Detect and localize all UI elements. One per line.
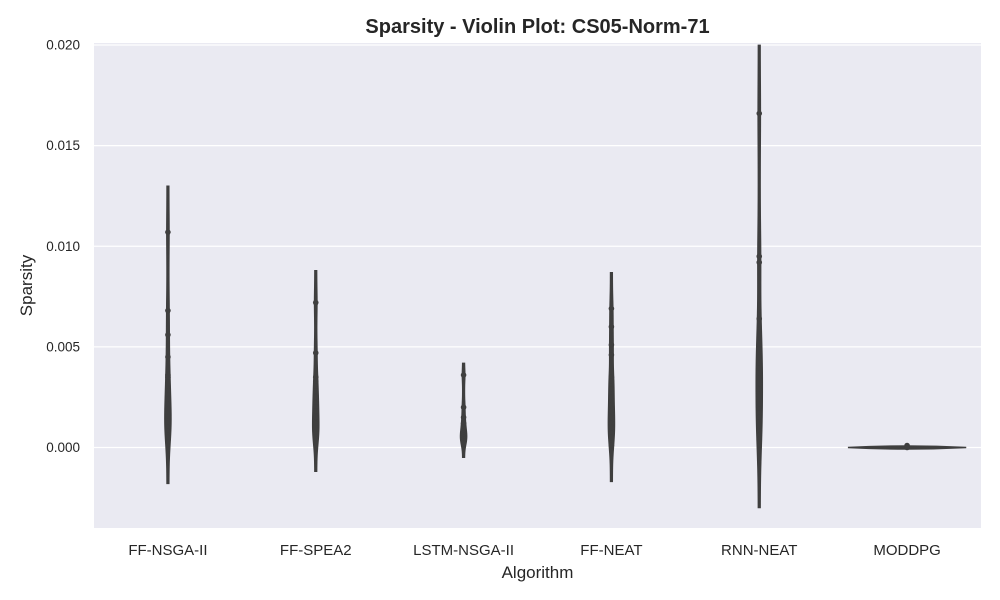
data-point [608, 424, 615, 431]
data-point [312, 426, 319, 433]
data-point [608, 420, 615, 427]
x-tick-label: LSTM-NSGA-II [413, 542, 514, 559]
data-point [756, 432, 763, 439]
y-tick-label: 0.015 [46, 138, 80, 153]
data-point [608, 342, 615, 348]
data-point [312, 394, 319, 400]
data-point [312, 414, 319, 421]
data-point [460, 440, 467, 447]
data-point [756, 410, 763, 417]
data-point [312, 299, 319, 306]
data-point [460, 404, 467, 411]
y-axis-label: Sparsity [17, 254, 36, 316]
x-tick-label: RNN-NEAT [721, 542, 797, 559]
data-point [165, 428, 171, 435]
data-point [460, 424, 467, 431]
data-point [608, 434, 615, 441]
data-point [165, 420, 171, 427]
data-point [608, 430, 615, 437]
data-point [608, 374, 615, 380]
data-point [608, 442, 615, 449]
data-point [756, 259, 763, 266]
data-point [756, 354, 763, 360]
x-tick-label: FF-NSGA-II [128, 542, 207, 559]
data-point [165, 392, 171, 398]
data-point [756, 376, 763, 382]
x-tick-label: FF-SPEA2 [280, 542, 352, 559]
y-tick-label: 0.020 [46, 38, 80, 53]
violin-ff-spea2 [311, 270, 320, 473]
data-point [165, 434, 171, 441]
data-point [165, 396, 171, 403]
data-point [756, 406, 763, 413]
data-point [756, 414, 763, 421]
data-point [312, 350, 319, 356]
data-point [608, 394, 615, 400]
data-point [165, 410, 171, 417]
x-axis-ticks: FF-NSGA-II FF-SPEA2 LSTM-NSGA-II FF-NEAT RNN… [128, 542, 941, 559]
data-point [608, 352, 615, 358]
data-point [608, 408, 615, 415]
data-point [756, 436, 763, 443]
data-point [608, 378, 615, 384]
data-point [312, 408, 319, 415]
chart-title: Sparsity - Violin Plot: CS05-Norm-71 [365, 16, 709, 38]
data-point [756, 386, 763, 392]
data-point [312, 420, 319, 427]
data-point [165, 406, 171, 413]
x-axis-label: Algorithm [502, 563, 574, 582]
violin-body [755, 44, 764, 509]
data-point [608, 402, 615, 409]
data-point [608, 323, 615, 330]
data-point [608, 386, 615, 392]
data-point [312, 378, 319, 384]
data-point [460, 420, 467, 427]
data-point [312, 430, 319, 437]
y-tick-label: 0.005 [46, 339, 80, 354]
data-point [165, 374, 171, 380]
y-tick-label: 0.010 [46, 239, 80, 254]
data-point [312, 436, 319, 443]
y-tick-label: 0.000 [46, 440, 80, 455]
data-point [756, 110, 763, 117]
data-point [312, 400, 319, 407]
data-point [165, 424, 171, 431]
data-point [756, 422, 763, 429]
violin-rnn-neat [755, 44, 764, 509]
data-point [756, 360, 763, 366]
data-point [165, 354, 171, 360]
plot-area [94, 43, 981, 528]
data-point [165, 388, 171, 394]
data-point [460, 372, 467, 378]
violin-lstm-nsga-ii [459, 362, 468, 458]
x-tick-label: MODDPG [873, 542, 941, 559]
data-point [756, 315, 763, 322]
violins [164, 44, 967, 509]
data-point [165, 332, 171, 338]
data-point [312, 388, 319, 394]
data-point [608, 414, 615, 421]
data-point [756, 370, 763, 376]
data-point [756, 253, 763, 260]
data-point [756, 380, 763, 386]
data-point [165, 414, 171, 421]
x-tick-label: FF-NEAT [580, 542, 642, 559]
data-point [756, 340, 763, 346]
violin-ff-neat [607, 272, 616, 483]
data-point [165, 229, 171, 235]
data-point [460, 414, 467, 421]
data-point [312, 404, 319, 411]
data-point [165, 307, 171, 314]
data-point [756, 346, 763, 352]
data-point [312, 374, 319, 380]
data-point [608, 305, 615, 312]
y-axis-ticks: 0.000 0.005 0.010 0.015 0.020 [46, 38, 80, 455]
violin-ff-nsga-ii [164, 185, 172, 485]
data-point [904, 444, 910, 451]
violin-moddpg [847, 442, 967, 451]
grid-lines [94, 44, 981, 449]
